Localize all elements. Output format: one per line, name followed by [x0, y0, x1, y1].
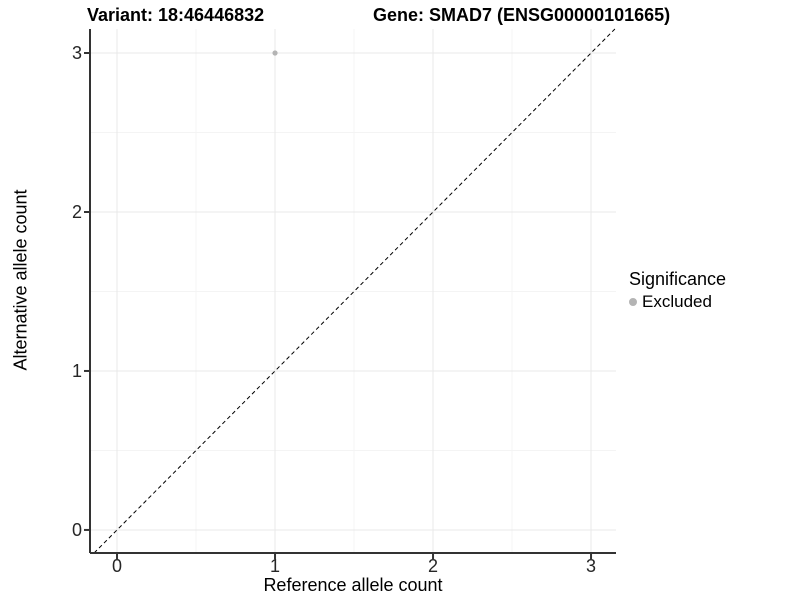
y-tick-label: 1	[71, 360, 82, 381]
legend-item: Excluded	[629, 292, 726, 312]
x-axis-title: Reference allele count	[263, 575, 443, 595]
y-tick-label: 2	[71, 201, 82, 222]
x-tick-label: 0	[112, 556, 123, 576]
y-tick-label: 0	[71, 519, 82, 540]
plot-title-gene: Gene: SMAD7 (ENSG00000101665)	[373, 5, 671, 25]
legend-title: Significance	[629, 269, 727, 289]
x-tick-label: 3	[586, 556, 597, 576]
legend-point-icon	[629, 298, 637, 306]
x-tick-label: 1	[270, 556, 281, 576]
data-point	[272, 50, 278, 56]
plot-title-variant: Variant: 18:46446832	[87, 5, 265, 25]
y-tick-label: 3	[71, 43, 82, 63]
legend-items: Excluded	[629, 292, 726, 312]
legend-item-label: Excluded	[642, 292, 712, 311]
x-tick-label: 2	[428, 556, 439, 576]
legend: Significance Excluded	[629, 268, 726, 312]
plot-panel	[84, 28, 616, 559]
